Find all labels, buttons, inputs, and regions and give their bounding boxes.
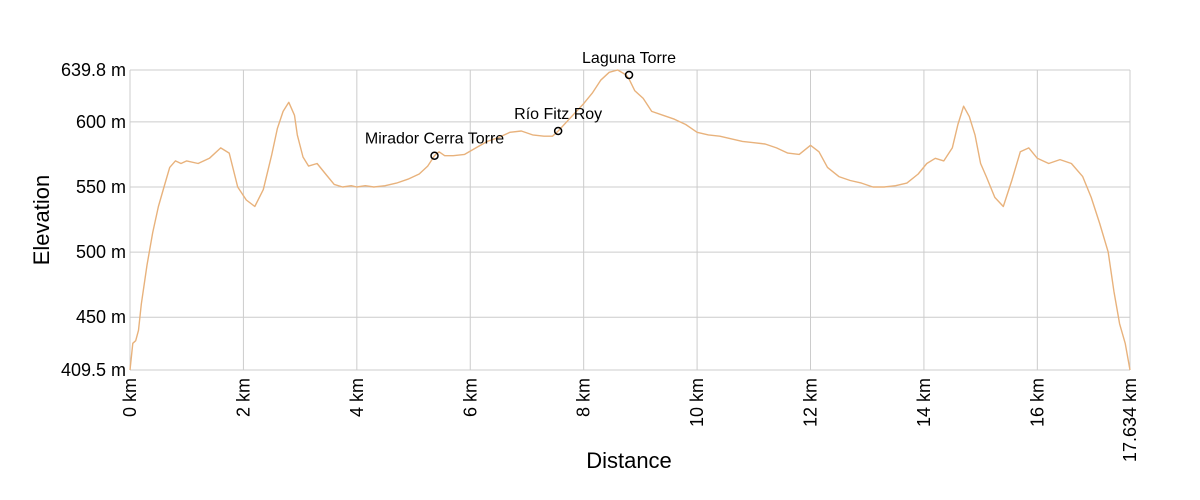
x-tick-label: 14 km: [914, 378, 934, 427]
waypoint-label: Mirador Cerra Torre: [365, 131, 504, 148]
waypoint-label: Laguna Torre: [582, 50, 676, 67]
grid-lines: [129, 69, 1131, 371]
x-tick-label: 10 km: [687, 378, 707, 427]
series-group: [129, 69, 1131, 371]
y-axis-ticks: 409.5 m 450 m 500 m 550 m 600 m 639.8 m: [61, 60, 126, 380]
waypoint-marker: [553, 126, 563, 136]
elevation-line: [129, 69, 1131, 371]
x-tick-label: 4 km: [347, 378, 367, 417]
waypoint-label: Río Fitz Roy: [514, 106, 602, 123]
y-tick-label: 500 m: [76, 242, 126, 262]
y-tick-label: 450 m: [76, 307, 126, 327]
x-tick-label: 0 km: [120, 378, 140, 417]
x-axis-ticks: 0 km 2 km 4 km 6 km 8 km 10 km 12 km 14 km 16 km…: [120, 378, 1140, 462]
x-tick-label: 2 km: [233, 378, 253, 417]
waypoint-marker: [430, 151, 439, 160]
y-tick-label: 639.8 m: [61, 60, 126, 80]
x-tick-label: 17.634 km: [1120, 378, 1140, 462]
y-tick-label: 409.5 m: [61, 360, 126, 380]
annotations-group: Mirador Cerra Torre Río Fitz Roy Laguna To…: [365, 50, 676, 160]
x-axis-title: Distance: [586, 448, 672, 473]
y-tick-label: 550 m: [76, 177, 126, 197]
x-tick-label: 16 km: [1027, 378, 1047, 427]
waypoint-marker: [624, 70, 634, 80]
x-tick-label: 8 km: [574, 378, 594, 417]
y-tick-label: 600 m: [76, 112, 126, 132]
x-tick-label: 12 km: [801, 378, 821, 427]
x-tick-label: 6 km: [460, 378, 480, 417]
y-axis-title: Elevation: [29, 175, 54, 266]
